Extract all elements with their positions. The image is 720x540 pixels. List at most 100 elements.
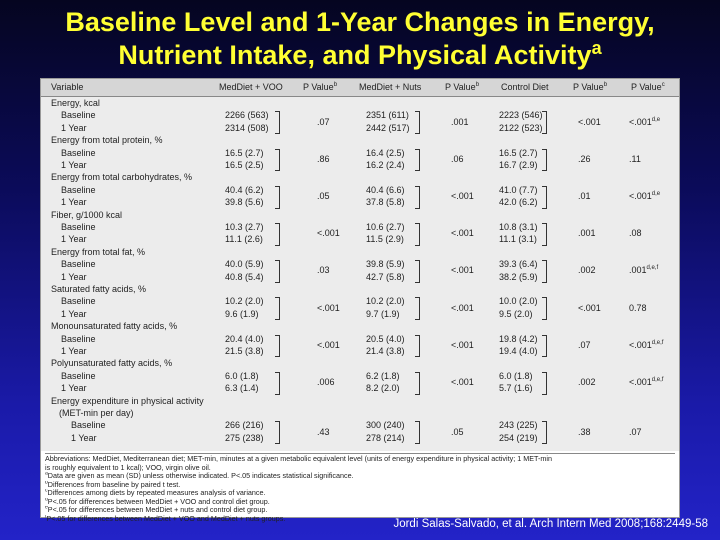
value-control-diet: 38.2 (5.9) [499,271,538,282]
p-value-voo: <.001 [317,339,340,350]
footnote-text: Differences from baseline by paired t te… [47,480,181,489]
p-value-overall-text: .001 [629,265,647,276]
bracket-nuts [415,260,420,283]
timepoint-label: Baseline [61,370,96,381]
variable-label: Energy from total fat, % [51,246,146,257]
p-value-voo: <.001 [317,302,340,313]
value-meddiet-nuts: 8.2 (2.0) [366,383,400,394]
value-meddiet-nuts: 300 (240) [366,420,405,431]
p-value-overall-text: <.001 [629,191,652,201]
value-meddiet-nuts: 21.4 (3.8) [366,346,405,356]
p-value-nuts: <.001 [451,265,474,276]
footnote-marker: f [45,514,47,520]
value-meddiet-voo: 10.2 (2.0) [225,296,264,307]
p-value-overall-text: <.001 [629,339,652,350]
footnote-line: Abbreviations: MedDiet, Mediterranean di… [45,455,675,464]
footnote-line: is roughly equivalent to 1 kcal); VOO, v… [45,464,675,473]
table-row: Baseline 2266 (563) 2351 (611) 2223 (546) [41,109,679,121]
value-meddiet-voo: 40.0 (5.9) [225,259,264,270]
footnote-line: cDifferences among diets by repeated mea… [45,489,675,498]
timepoint-label: Baseline [61,110,96,121]
table-row: Baseline 10.2 (2.0) 10.2 (2.0) 10.0 (2.0) [41,295,679,307]
bracket-control [542,148,547,172]
p-value-row: .05 <.001.01 <.001d,e [41,190,679,202]
value-control-diet: 2223 (546) [499,110,543,121]
bracket-voo [275,260,280,283]
table-row: 1 Year 16.5 (2.5) 16.2 (2.4) 16.7 (2.9) [41,159,679,171]
p-value-overall-text: <.001 [629,116,652,127]
title-line-1: Baseline Level and 1-Year Changes in Ene… [65,7,655,37]
value-control-diet: 19.8 (4.2) [499,333,538,344]
timepoint-label: 1 Year [61,308,87,319]
value-control-diet: 5.7 (1.6) [499,383,533,394]
group-row: Saturated fatty acids, % [41,283,679,295]
bracket-nuts [415,223,420,246]
table-row: Baseline 16.5 (2.7) 16.4 (2.5) 16.5 (2.7) [41,147,679,159]
value-control-diet: 10.8 (3.1) [499,222,538,232]
bracket-nuts [415,334,420,358]
p-value-control: .01 [578,191,591,201]
p-value-overall-marker: d,e,f [651,377,664,383]
timepoint-label: 1 Year [61,346,87,356]
p-value-row: <.001 <.001 <.001 0.78 [41,302,679,314]
group-row: Polyunsaturated fatty acids, % [41,357,679,369]
footnote-line: eP<.05 for differences between MedDiet +… [45,506,675,515]
variable-label: Energy from total protein, % [51,135,163,146]
value-meddiet-voo: 6.3 (1.4) [225,383,259,394]
footnote-line: aData are given as mean (SD) unless othe… [45,472,675,481]
p-value-overall-text: .07 [629,426,642,437]
col-header-variable: Variable [51,82,84,92]
p-value-nuts: <.001 [451,191,474,201]
value-meddiet-voo: 21.5 (3.8) [225,346,264,356]
p-value-overall-marker: d,e,f [651,339,664,346]
p-value-overall: <.001d,e,f [629,339,663,351]
value-meddiet-voo: 2266 (563) [225,110,269,121]
p-value-row: <.001 <.001 .001 .08 [41,227,679,239]
value-control-diet: 39.3 (6.4) [499,259,538,270]
value-control-diet: 16.5 (2.7) [499,147,538,158]
p-value-overall: .07 [629,426,642,438]
value-control-diet: 42.0 (6.2) [499,197,538,208]
timepoint-label: 1 Year [61,197,87,208]
footnote-text: P<.05 for differences between MedDiet + … [46,514,286,523]
value-meddiet-voo: 39.8 (5.6) [225,197,264,208]
p-value-row: .006 <.001.002 <.001d,e,f [41,376,679,388]
variable-label: Polyunsaturated fatty acids, % [51,358,173,369]
value-meddiet-voo: 275 (238) [225,432,264,443]
bracket-control [542,223,547,246]
value-control-diet: 6.0 (1.8) [499,370,533,381]
col-header-p-value-control: P Valueb [573,82,608,92]
p-value-row: .86 .06 .26 .11 [41,153,679,165]
bracket-nuts [415,371,420,395]
value-control-diet: 11.1 (3.1) [499,234,537,245]
footnote-line: dP<.05 for differences between MedDiet +… [45,498,675,507]
value-meddiet-voo: 6.0 (1.8) [225,370,259,381]
p-value-overall: .001d,e,f [629,264,658,276]
p-value-overall: .08 [629,227,642,239]
bracket-voo [275,111,280,135]
timepoint-label: Baseline [61,333,96,344]
timepoint-label: Baseline [61,222,96,232]
bracket-voo [275,148,280,172]
value-meddiet-voo: 266 (216) [225,420,264,431]
table-row: 1 Year 21.5 (3.8) 21.4 (3.8) 19.4 (4.0) [41,345,679,357]
p-value-nuts: .001 [451,116,469,127]
timepoint-label: Baseline [61,296,96,307]
citation: Jordi Salas-Salvado, et al. Arch Intern … [393,518,708,530]
group-row: Energy from total carbohydrates, % [41,171,679,183]
col-header-meddiet-nuts: MedDiet + Nuts [359,82,422,92]
value-meddiet-nuts: 40.4 (6.6) [366,184,405,195]
footnote-text: Abbreviations: MedDiet, Mediterranean di… [45,455,552,463]
col-header-control-diet: Control Diet [501,82,549,92]
p-value-nuts: <.001 [451,228,474,239]
footnote-text: P<.05 for differences between MedDiet + … [47,497,270,506]
timepoint-label: Baseline [61,184,96,195]
p-value-row: .43 .05 .38 .07 [41,426,679,438]
bracket-control [542,421,547,445]
value-control-diet: 9.5 (2.0) [499,308,533,319]
group-row: Monounsaturated fatty acids, % [41,320,679,332]
p-value-overall-text: .11 [629,153,641,164]
col-header-meddiet-voo: MedDiet + VOO [219,82,283,92]
table-row: 1 Year 39.8 (5.6) 37.8 (5.8) 42.0 (6.2) [41,196,679,208]
p-value-nuts: <.001 [451,377,474,387]
